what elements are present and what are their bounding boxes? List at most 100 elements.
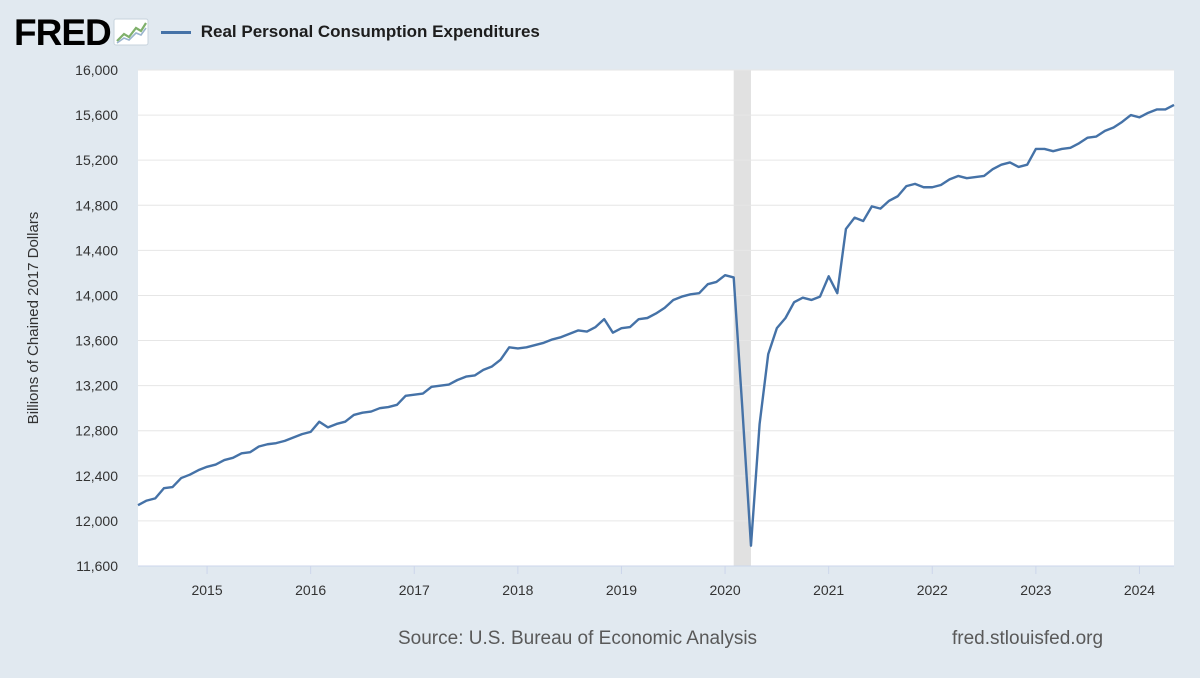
data-point — [629, 326, 631, 328]
y-tick-label: 15,200 — [75, 152, 118, 168]
data-point — [361, 411, 363, 413]
data-point — [620, 327, 622, 329]
y-tick-label: 14,000 — [75, 287, 118, 303]
data-point — [750, 545, 752, 547]
data-point — [681, 295, 683, 297]
data-point — [586, 330, 588, 332]
data-point — [862, 220, 864, 222]
data-point — [171, 486, 173, 488]
data-point — [871, 205, 873, 207]
x-tick-label: 2017 — [399, 582, 430, 598]
data-point — [1009, 161, 1011, 163]
data-point — [499, 359, 501, 361]
data-point — [853, 216, 855, 218]
data-point — [1017, 166, 1019, 168]
data-point — [948, 178, 950, 180]
data-point — [810, 299, 812, 301]
data-point — [594, 326, 596, 328]
data-point — [1112, 126, 1114, 128]
data-point — [465, 375, 467, 377]
data-point — [206, 466, 208, 468]
x-tick-label: 2023 — [1020, 582, 1051, 598]
data-point — [422, 392, 424, 394]
data-point — [603, 318, 605, 320]
data-point — [370, 410, 372, 412]
data-point — [974, 176, 976, 178]
data-point — [189, 473, 191, 475]
data-point — [335, 423, 337, 425]
data-point — [448, 383, 450, 385]
data-point — [922, 186, 924, 188]
data-point — [931, 186, 933, 188]
x-tick-label: 2016 — [295, 582, 326, 598]
data-point — [1069, 147, 1071, 149]
data-point — [1147, 112, 1149, 114]
data-point — [517, 347, 519, 349]
data-point — [551, 338, 553, 340]
fred-logo[interactable]: FRED — [14, 11, 112, 53]
y-tick-label: 16,000 — [75, 62, 118, 78]
data-point — [776, 327, 778, 329]
data-point — [180, 477, 182, 479]
source-note: Source: U.S. Bureau of Economic Analysis — [398, 628, 758, 649]
data-point — [663, 307, 665, 309]
data-point — [534, 344, 536, 346]
data-point — [1164, 108, 1166, 110]
data-point — [301, 433, 303, 435]
data-point — [758, 423, 760, 425]
data-point — [568, 333, 570, 335]
data-point — [508, 346, 510, 348]
plot-background — [138, 70, 1174, 566]
data-point — [249, 451, 251, 453]
x-tick-label: 2021 — [813, 582, 844, 598]
data-point — [137, 504, 139, 506]
data-point — [1043, 148, 1045, 150]
data-point — [439, 384, 441, 386]
data-point — [793, 301, 795, 303]
data-point — [258, 445, 260, 447]
data-point — [784, 317, 786, 319]
data-point — [992, 168, 994, 170]
data-point — [1052, 150, 1054, 152]
data-point — [845, 228, 847, 230]
data-point — [836, 292, 838, 294]
data-point — [525, 346, 527, 348]
data-point — [638, 318, 640, 320]
data-point — [482, 369, 484, 371]
data-point — [724, 274, 726, 276]
chart-legend[interactable]: Real Personal Consumption Expenditures — [160, 22, 540, 42]
data-point — [215, 463, 217, 465]
data-point — [560, 336, 562, 338]
data-point — [344, 421, 346, 423]
data-point — [275, 442, 277, 444]
y-tick-label: 12,800 — [75, 423, 118, 439]
y-tick-label: 13,200 — [75, 378, 118, 394]
data-point — [266, 443, 268, 445]
chart-header: FRED Real Personal Consumption Expenditu… — [14, 10, 540, 54]
fred-url-link[interactable]: fred.stlouisfed.org — [952, 628, 1104, 649]
data-point — [672, 299, 674, 301]
data-point — [707, 283, 709, 285]
data-point — [456, 379, 458, 381]
data-point — [983, 175, 985, 177]
data-point — [957, 175, 959, 177]
data-point — [612, 331, 614, 333]
y-tick-label: 14,400 — [75, 242, 118, 258]
y-tick-label: 12,400 — [75, 468, 118, 484]
data-point — [1078, 142, 1080, 144]
legend-swatch — [160, 30, 191, 34]
series-line[interactable] — [137, 103, 1175, 547]
data-point — [1173, 104, 1175, 106]
data-point — [353, 414, 355, 416]
data-point — [327, 426, 329, 428]
x-axis: 2015 2016 2017 2018 2019 2020 2021 2022 2023 2024 — [138, 565, 1174, 598]
data-point — [897, 195, 899, 197]
data-point — [888, 200, 890, 202]
line-graph-icon — [113, 18, 149, 46]
data-point — [491, 365, 493, 367]
x-tick-label: 2020 — [709, 582, 740, 598]
data-point — [646, 317, 648, 319]
data-point — [387, 406, 389, 408]
y-tick-label: 13,600 — [75, 333, 118, 349]
data-point — [1026, 163, 1028, 165]
